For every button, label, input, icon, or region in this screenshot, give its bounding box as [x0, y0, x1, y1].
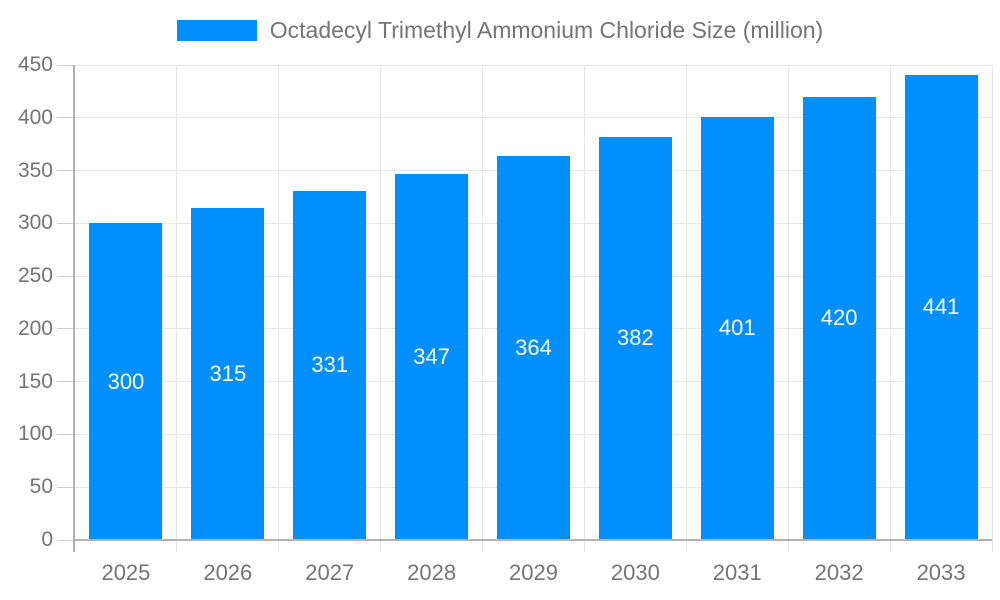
y-axis-tick — [57, 117, 75, 119]
bar-value-label: 382 — [617, 325, 654, 351]
bar[interactable]: 331 — [293, 190, 367, 540]
y-axis-label: 450 — [17, 53, 53, 76]
bar-value-label: 401 — [718, 315, 756, 341]
x-gridline — [583, 65, 585, 540]
y-axis-tick — [57, 328, 75, 330]
x-axis-tick — [380, 540, 382, 552]
bar[interactable]: 382 — [598, 136, 672, 540]
y-gridline — [75, 117, 992, 119]
x-gridline — [278, 65, 280, 540]
bar-value-label: 300 — [107, 368, 145, 394]
x-axis-tick — [787, 540, 789, 552]
bar[interactable]: 420 — [802, 96, 876, 540]
x-gridline — [685, 65, 687, 540]
x-gridline — [380, 65, 382, 540]
x-gridline — [482, 65, 484, 540]
y-axis-label: 350 — [17, 158, 53, 182]
x-axis-tick — [991, 540, 993, 552]
y-axis-tick — [57, 486, 75, 488]
x-axis-label: 2031 — [712, 560, 762, 585]
x-axis-label: 2033 — [916, 560, 966, 585]
legend[interactable]: Octadecyl Trimethyl Ammonium Chloride Si… — [0, 17, 1000, 43]
bar-value-label: 331 — [311, 352, 349, 378]
y-axis-tick — [57, 64, 75, 66]
bar[interactable]: 315 — [191, 207, 265, 540]
y-axis-label: 50 — [29, 475, 53, 499]
y-axis-label: 200 — [17, 316, 53, 340]
y-axis-line — [73, 65, 75, 552]
y-gridline — [75, 64, 992, 66]
x-axis-tick — [685, 540, 687, 552]
x-axis-label: 2026 — [203, 560, 253, 585]
y-axis-label: 250 — [17, 264, 53, 288]
x-axis-tick — [278, 540, 280, 552]
x-axis-tick — [176, 540, 178, 552]
bar[interactable]: 401 — [700, 116, 774, 540]
legend-label: Octadecyl Trimethyl Ammonium Chloride Si… — [269, 17, 824, 43]
y-axis-tick — [57, 275, 75, 277]
bar[interactable]: 347 — [395, 173, 469, 540]
y-axis-tick — [57, 381, 75, 383]
bar[interactable]: 364 — [497, 155, 570, 540]
x-gridline — [787, 65, 789, 540]
x-axis-label: 2032 — [814, 560, 864, 585]
y-axis-label: 300 — [17, 211, 53, 235]
bar-value-label: 347 — [413, 343, 450, 369]
x-axis-label: 2025 — [101, 560, 151, 585]
x-gridline — [176, 65, 178, 540]
x-axis-tick — [889, 540, 891, 552]
bar-value-label: 441 — [922, 294, 960, 320]
bar-value-label: 420 — [820, 305, 858, 331]
bar-value-label: 315 — [209, 360, 247, 386]
x-axis-label: 2030 — [610, 560, 660, 585]
y-axis-tick — [57, 539, 75, 541]
bar[interactable]: 300 — [89, 223, 163, 540]
x-axis-line — [73, 539, 992, 541]
x-gridline — [991, 65, 993, 540]
x-axis-label: 2028 — [407, 560, 457, 585]
x-gridline — [889, 65, 891, 540]
y-axis-label: 150 — [17, 369, 53, 393]
y-axis-label: 100 — [17, 422, 53, 446]
y-axis-tick — [57, 433, 75, 435]
x-axis-label: 2027 — [305, 560, 355, 585]
bar-value-label: 364 — [515, 334, 552, 360]
x-axis-tick — [583, 540, 585, 552]
legend-swatch-icon — [176, 19, 257, 41]
y-axis-label: 0 — [41, 528, 53, 551]
y-axis-tick — [57, 222, 75, 224]
y-axis-tick — [57, 170, 75, 172]
y-axis-label: 400 — [17, 105, 53, 129]
x-axis-label: 2029 — [509, 560, 558, 585]
x-axis-tick — [482, 540, 484, 552]
bar[interactable]: 441 — [904, 74, 978, 540]
